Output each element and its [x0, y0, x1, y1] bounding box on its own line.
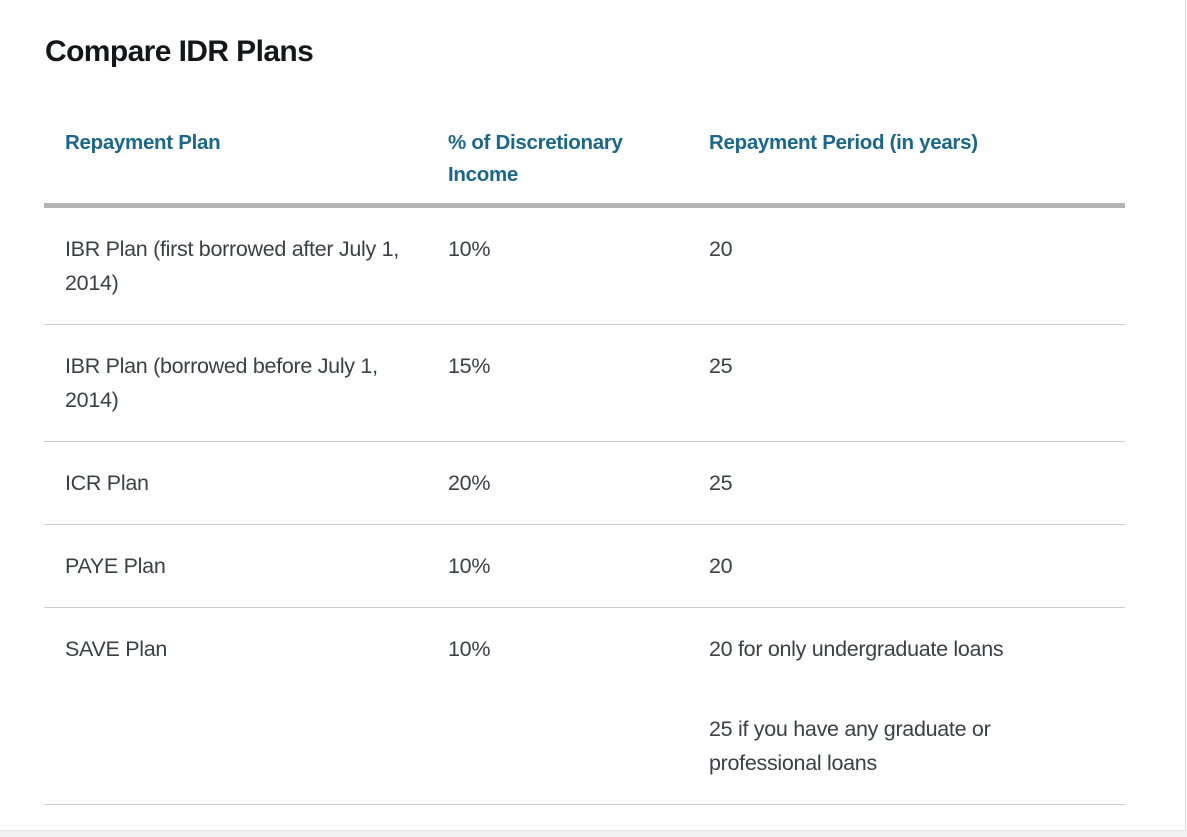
period-value: 20 — [709, 237, 733, 261]
income-cell: 20% — [427, 441, 688, 525]
plan-name: IBR Plan (borrowed before July 1, 2014) — [65, 354, 378, 412]
income-percent: 10% — [448, 637, 491, 661]
table-row: IBR Plan (borrowed before July 1, 2014) … — [44, 324, 1125, 442]
period-value: 20 — [709, 554, 733, 578]
period-cell: 25 — [688, 441, 1125, 525]
plan-cell: IBR Plan (first borrowed after July 1, 2… — [44, 205, 427, 325]
income-percent: 10% — [448, 237, 491, 261]
plan-name: PAYE Plan — [65, 554, 166, 578]
bottom-page-edge — [0, 830, 1187, 837]
period-cell: 20 — [688, 205, 1125, 325]
table-row: SAVE Plan 10% 20 for only undergraduate … — [44, 607, 1125, 805]
table-row: IBR Plan (first borrowed after July 1, 2… — [44, 205, 1125, 325]
period-cell: 20 for only undergraduate loans 25 if yo… — [688, 607, 1125, 805]
plan-name: ICR Plan — [65, 471, 149, 495]
table-header-row: Repayment Plan % of Discretionary Income… — [44, 110, 1125, 208]
income-cell: 15% — [427, 324, 688, 442]
page-title: Compare IDR Plans — [45, 35, 314, 68]
period-value-undergraduate: 20 for only undergraduate loans — [709, 637, 1004, 661]
plan-name: SAVE Plan — [65, 637, 168, 661]
plan-cell: SAVE Plan — [44, 607, 427, 805]
period-value: 25 — [709, 471, 733, 495]
plan-cell: ICR Plan — [44, 441, 427, 525]
table-row: ICR Plan 20% 25 — [44, 441, 1125, 525]
income-percent: 10% — [448, 554, 491, 578]
idr-plans-table: Repayment Plan % of Discretionary Income… — [44, 110, 1125, 805]
period-value: 25 — [709, 354, 733, 378]
period-cell: 20 — [688, 524, 1125, 608]
column-header-repayment-plan: Repayment Plan — [44, 110, 427, 208]
table-row: PAYE Plan 10% 20 — [44, 524, 1125, 608]
page-right-border — [1185, 0, 1186, 837]
income-percent: 15% — [448, 354, 491, 378]
period-cell: 25 — [688, 324, 1125, 442]
column-header-discretionary-income: % of Discretionary Income — [427, 110, 688, 208]
plan-cell: PAYE Plan — [44, 524, 427, 608]
income-cell: 10% — [427, 205, 688, 325]
period-value-graduate: 25 if you have any graduate or professio… — [709, 717, 991, 775]
plan-name: IBR Plan (first borrowed after July 1, 2… — [65, 237, 399, 295]
income-cell: 10% — [427, 524, 688, 608]
income-percent: 20% — [448, 471, 491, 495]
plan-cell: IBR Plan (borrowed before July 1, 2014) — [44, 324, 427, 442]
column-header-repayment-period: Repayment Period (in years) — [688, 110, 1125, 208]
income-cell: 10% — [427, 607, 688, 805]
